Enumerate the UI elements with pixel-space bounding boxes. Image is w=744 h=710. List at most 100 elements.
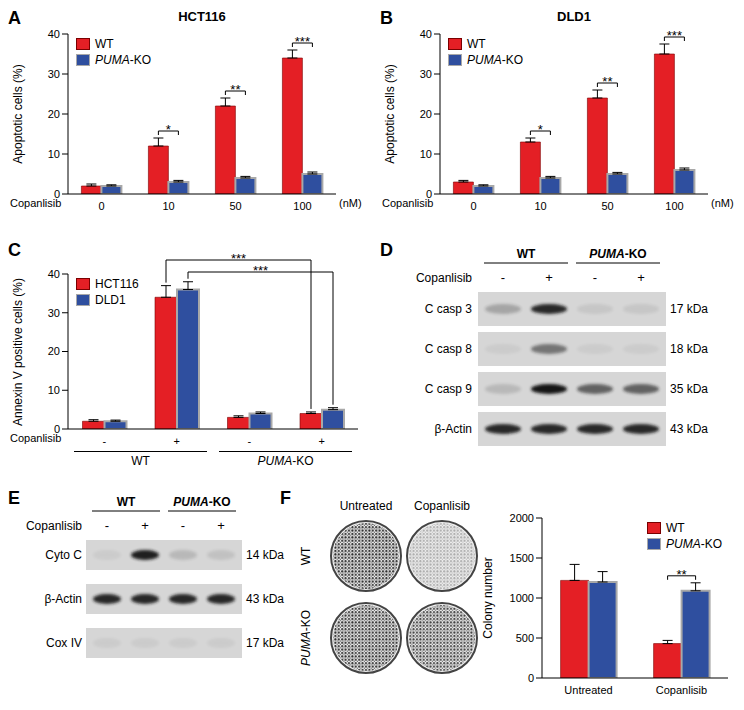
svg-text:C casp 3: C casp 3 <box>425 302 473 316</box>
svg-text:C casp 9: C casp 9 <box>425 382 473 396</box>
html-text:Copanlisib: Copanlisib <box>382 197 434 209</box>
svg-text:Copanlisib: Copanlisib <box>26 519 82 533</box>
svg-text:-: - <box>181 518 185 533</box>
svg-text:17 kDa: 17 kDa <box>670 302 708 316</box>
svg-text:Untreated: Untreated <box>340 499 393 513</box>
svg-text:20: 20 <box>420 108 432 120</box>
svg-text:20: 20 <box>48 345 60 357</box>
html-text:C: C <box>8 240 21 260</box>
svg-text:+: + <box>217 518 225 533</box>
svg-text:*: * <box>538 122 543 137</box>
svg-text:*: * <box>166 122 171 137</box>
html-text:PUMA -KO: PUMA -KO <box>666 537 722 551</box>
svg-text:PUMA-KO: PUMA-KO <box>299 610 313 666</box>
svg-text:1000: 1000 <box>510 592 534 604</box>
svg-text:PUMA-KO: PUMA-KO <box>589 247 646 261</box>
svg-text:10: 10 <box>420 148 432 160</box>
html-text:(nM): (nM) <box>339 197 362 209</box>
svg-text:43 kDa: 43 kDa <box>670 422 708 436</box>
svg-text:30: 30 <box>48 68 60 80</box>
svg-text:0: 0 <box>528 672 534 684</box>
svg-text:Cox IV: Cox IV <box>46 636 82 650</box>
svg-text:20: 20 <box>48 108 60 120</box>
svg-text:500: 500 <box>516 632 534 644</box>
svg-text:50: 50 <box>601 200 613 212</box>
svg-text:+: + <box>174 435 180 447</box>
svg-text:β-Actin: β-Actin <box>44 592 82 606</box>
svg-text:-: - <box>501 270 505 285</box>
html-text:DLD1: DLD1 <box>95 293 126 307</box>
svg-text:Untreated: Untreated <box>564 684 612 696</box>
svg-text:Copanlisib: Copanlisib <box>656 684 707 696</box>
svg-text:43 kDa: 43 kDa <box>246 592 284 606</box>
svg-text:1500: 1500 <box>510 552 534 564</box>
svg-text:***: *** <box>667 28 682 43</box>
svg-text:+: + <box>545 270 553 285</box>
html-text:PUMA -KO: PUMA -KO <box>257 454 314 468</box>
svg-text:0: 0 <box>470 200 476 212</box>
svg-text:10: 10 <box>48 148 60 160</box>
html-text:Apoptotic cells (%): Apoptotic cells (%) <box>383 64 397 164</box>
svg-text:-: - <box>105 518 109 533</box>
html-text:HCT116: HCT116 <box>95 277 139 291</box>
html-text:Copanlisib: Copanlisib <box>10 432 62 444</box>
svg-text:30: 30 <box>420 68 432 80</box>
svg-text:-: - <box>247 435 251 447</box>
svg-text:10: 10 <box>534 200 546 212</box>
html-text:WT: WT <box>131 454 150 468</box>
svg-text:-: - <box>102 435 106 447</box>
html-text:E: E <box>8 488 20 508</box>
svg-text:17 kDa: 17 kDa <box>246 636 284 650</box>
html-text:HCT116: HCT116 <box>178 9 226 24</box>
svg-text:Copanlisib: Copanlisib <box>416 271 472 285</box>
svg-text:+: + <box>141 518 149 533</box>
svg-text:WT: WT <box>517 247 536 261</box>
svg-text:PUMA-KO: PUMA-KO <box>173 495 230 509</box>
svg-text:**: ** <box>602 74 612 89</box>
svg-text:Cyto C: Cyto C <box>45 548 82 562</box>
html-text:PUMA -KO: PUMA -KO <box>95 53 151 67</box>
html-text:WT: WT <box>666 521 685 535</box>
svg-text:WT: WT <box>117 495 136 509</box>
html-text:Annexin V positive cells (%): Annexin V positive cells (%) <box>11 277 25 426</box>
svg-text:2000: 2000 <box>510 512 534 524</box>
svg-text:***: *** <box>231 251 246 266</box>
svg-text:0: 0 <box>53 187 60 200</box>
svg-text:14 kDa: 14 kDa <box>246 548 284 562</box>
svg-text:100: 100 <box>665 200 683 212</box>
svg-text:C casp 8: C casp 8 <box>425 342 473 356</box>
svg-text:40: 40 <box>420 28 432 40</box>
svg-text:10: 10 <box>48 384 60 396</box>
svg-text:**: ** <box>230 82 240 97</box>
html-text:F: F <box>280 488 291 508</box>
html-text:WT: WT <box>95 37 114 51</box>
svg-text:18 kDa: 18 kDa <box>670 342 708 356</box>
svg-text:+: + <box>637 270 645 285</box>
svg-text:Copanlisib: Copanlisib <box>414 499 470 513</box>
svg-text:40: 40 <box>48 28 60 40</box>
svg-text:-: - <box>593 270 597 285</box>
html-text:PUMA -KO: PUMA -KO <box>467 53 523 67</box>
html-text:Colony number: Colony number <box>481 557 495 639</box>
svg-text:50: 50 <box>229 200 241 212</box>
html-text:Copanlisib: Copanlisib <box>10 197 62 209</box>
svg-text:30: 30 <box>48 307 60 319</box>
svg-text:β-Actin: β-Actin <box>434 422 472 436</box>
html-text:D: D <box>380 240 393 260</box>
svg-text:40: 40 <box>48 268 60 280</box>
svg-text:0: 0 <box>98 200 104 212</box>
html-text:WT: WT <box>467 37 486 51</box>
svg-text:100: 100 <box>293 200 311 212</box>
html-text:(nM): (nM) <box>711 197 734 209</box>
html-text:B: B <box>380 8 393 28</box>
svg-text:35 kDa: 35 kDa <box>670 382 708 396</box>
svg-text:WT: WT <box>299 546 313 565</box>
svg-text:+: + <box>319 435 325 447</box>
html-text:DLD1: DLD1 <box>557 9 591 24</box>
svg-text:***: *** <box>253 263 268 278</box>
svg-text:***: *** <box>295 34 310 49</box>
html-text:Apoptotic cells (%): Apoptotic cells (%) <box>11 64 25 164</box>
html-text:A: A <box>8 8 21 28</box>
svg-text:10: 10 <box>162 200 174 212</box>
svg-text:**: ** <box>677 567 687 582</box>
